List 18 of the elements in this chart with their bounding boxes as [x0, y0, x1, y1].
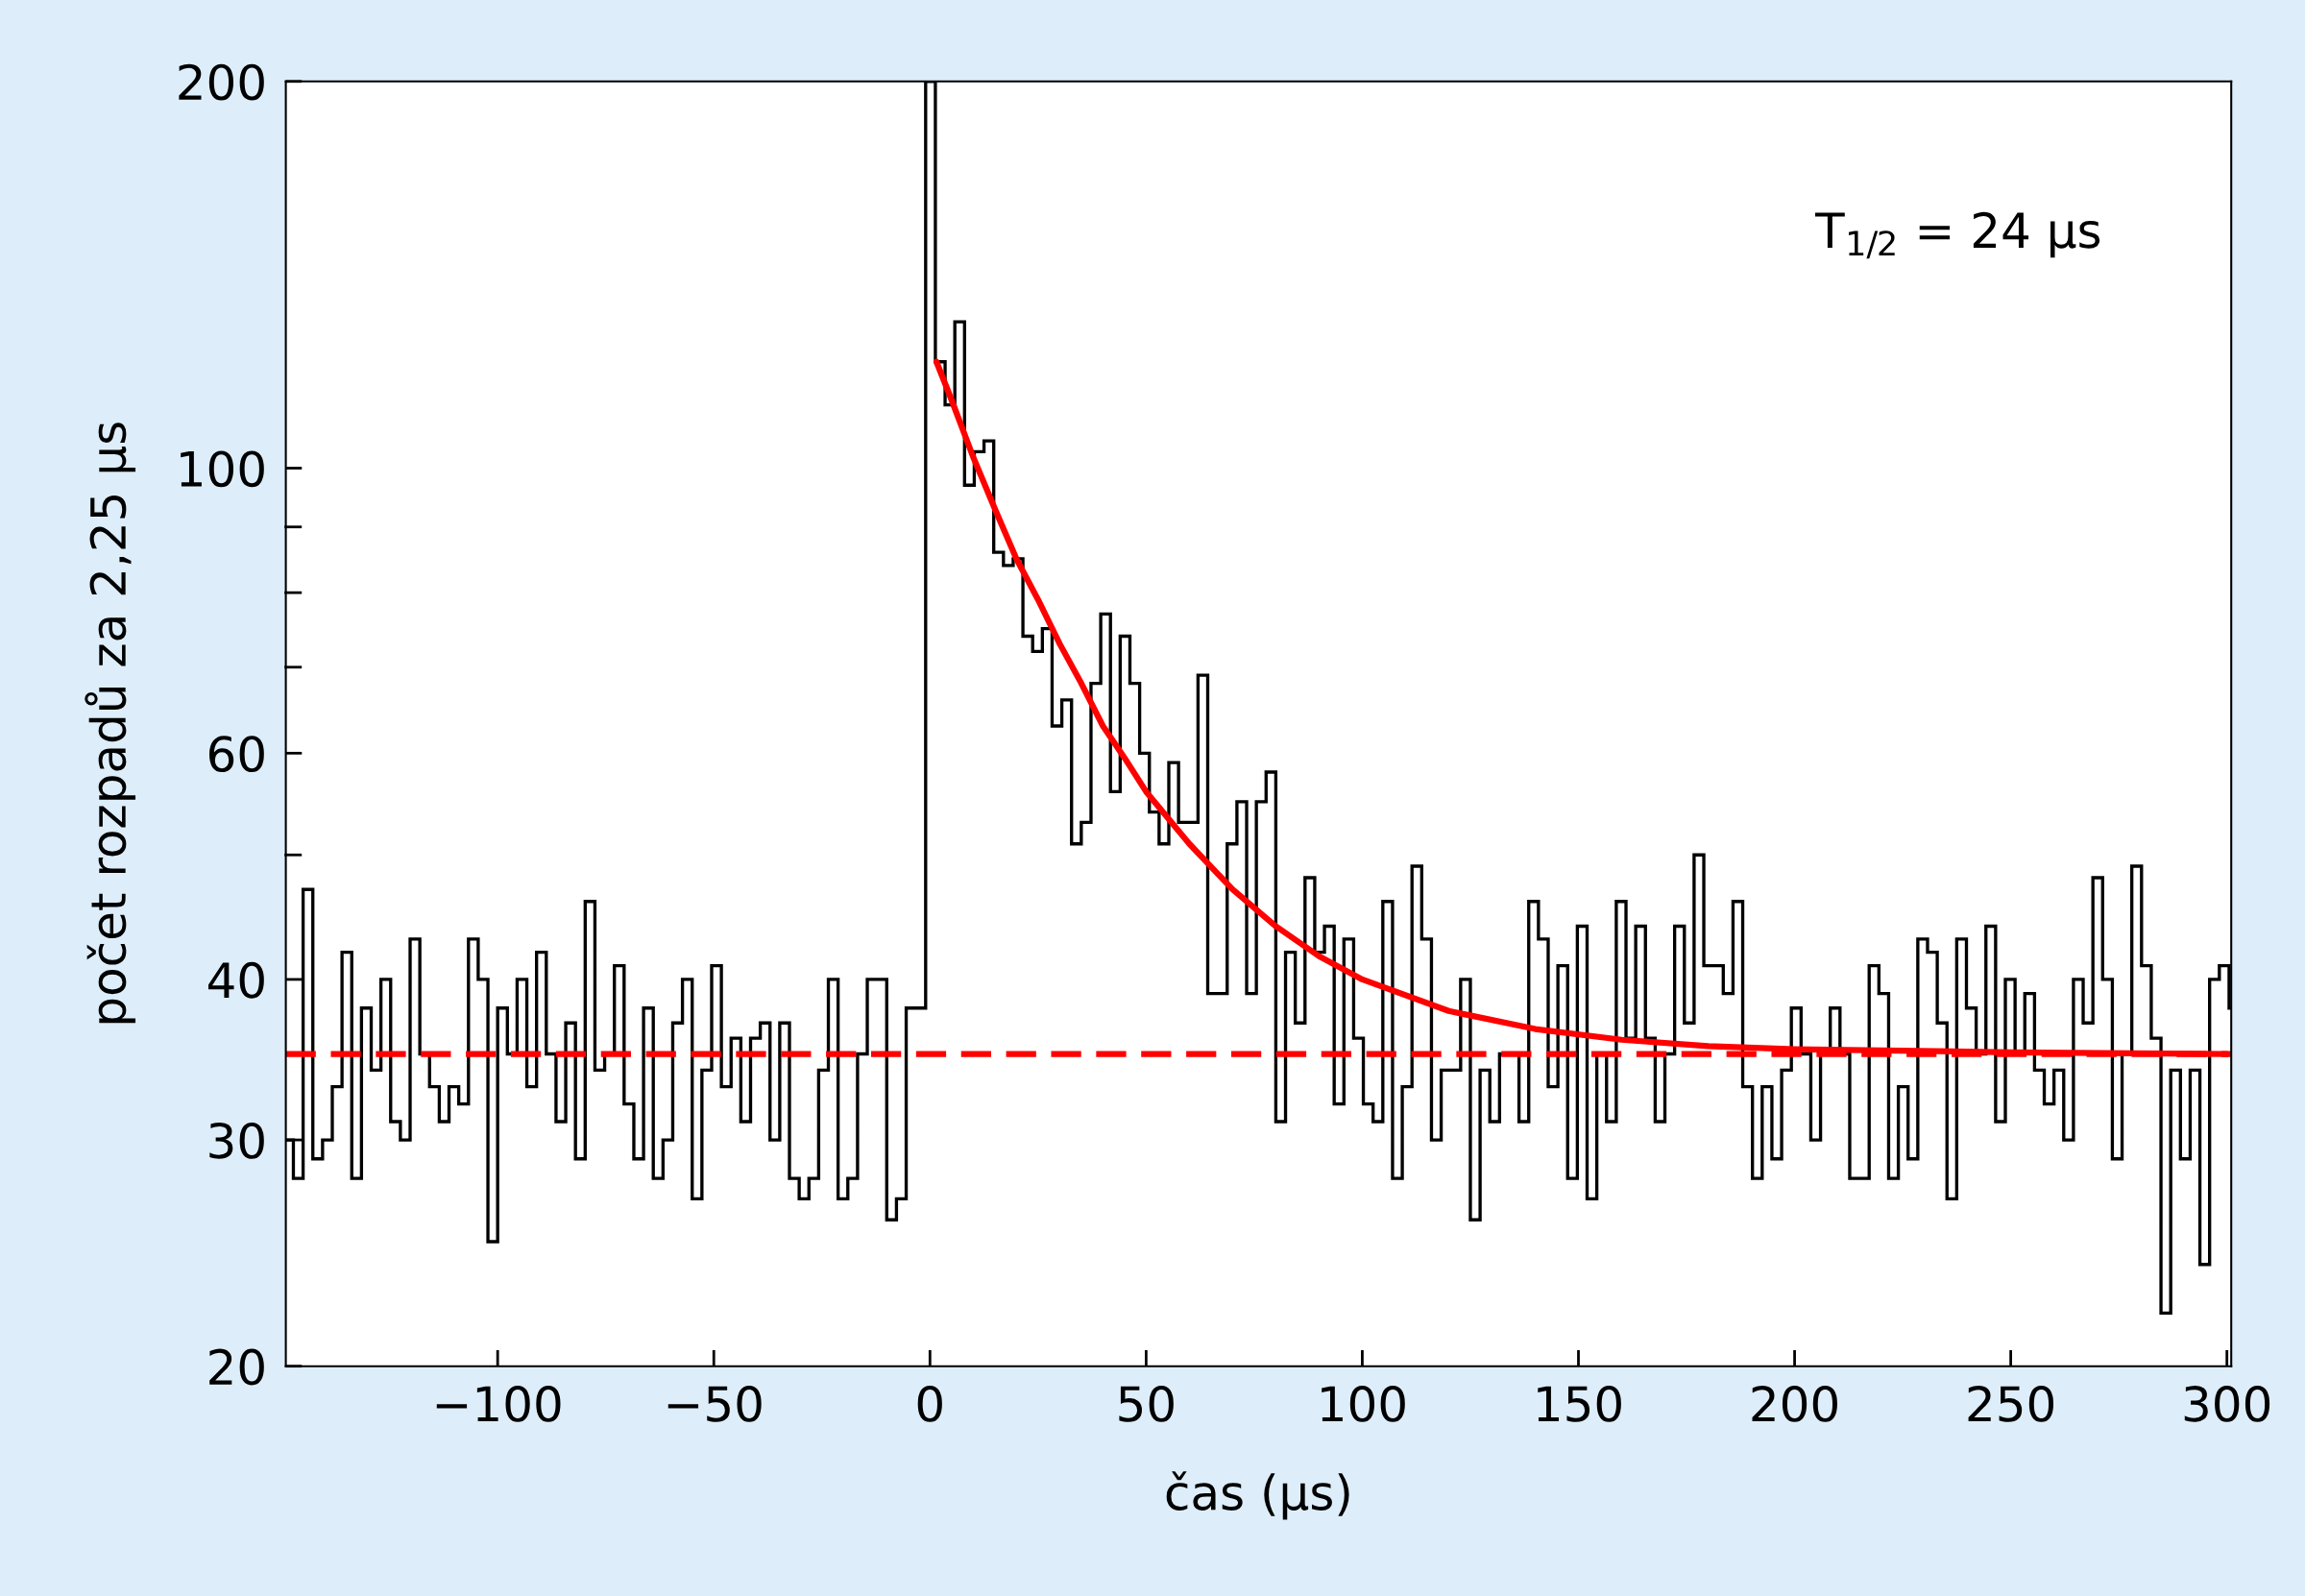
x-tick-label: 200 — [1752, 1386, 1837, 1422]
x-axis-title: čas (µs) — [1166, 1471, 1349, 1520]
x-tick-label: −50 — [667, 1386, 762, 1422]
y-tick-label: 60 — [209, 736, 264, 773]
y-tick-label: 100 — [181, 450, 264, 488]
x-tick-label: 100 — [1322, 1386, 1405, 1422]
y-axis-title: počet rozpadů za 2,25 µs — [85, 423, 136, 1024]
x-tick-label: 0 — [917, 1386, 942, 1422]
y-tick-label: 20 — [209, 1348, 264, 1386]
x-tick-label: 250 — [1968, 1386, 2054, 1422]
y-tick-label: 200 — [179, 63, 264, 101]
annotation: T$_{1/2}$ = 24 µs — [1814, 211, 2100, 259]
x-tick-label: 300 — [2184, 1386, 2270, 1422]
x-tick-label: 150 — [1538, 1386, 1621, 1422]
y-tick-label: 30 — [209, 1122, 264, 1159]
y-tick-label: 40 — [207, 961, 264, 999]
x-tick-label: −100 — [436, 1386, 561, 1422]
x-tick-label: 50 — [1119, 1386, 1174, 1422]
